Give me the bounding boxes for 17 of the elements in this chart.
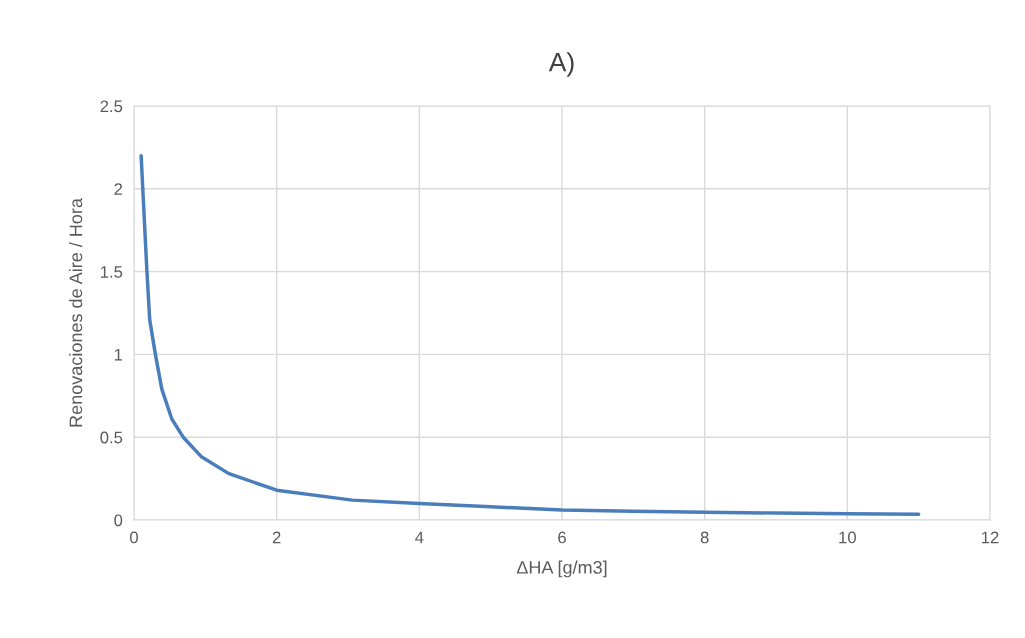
y-axis-title: Renovaciones de Aire / Hora bbox=[69, 198, 83, 427]
x-tick-label: 0 bbox=[130, 531, 138, 544]
x-tick-label: 2 bbox=[272, 531, 281, 544]
x-axis-title: ΔHA [g/m3] bbox=[516, 560, 607, 578]
x-tick-label: 12 bbox=[982, 531, 999, 544]
y-tick-label: 0.5 bbox=[100, 431, 123, 444]
line-series bbox=[139, 153, 921, 516]
chart-title: A) bbox=[548, 52, 574, 77]
y-tick-label: 1.5 bbox=[100, 266, 123, 278]
y-tick-label: 2 bbox=[114, 183, 123, 195]
x-tick-label: 4 bbox=[415, 531, 424, 544]
y-tick-label: 2.5 bbox=[100, 100, 123, 113]
x-tick-label: 10 bbox=[839, 531, 856, 544]
x-tick-label: 6 bbox=[558, 531, 566, 544]
y-tick-label: 1 bbox=[114, 348, 123, 361]
x-tick-label: 8 bbox=[700, 531, 709, 544]
y-tick-label: 0 bbox=[114, 514, 123, 527]
